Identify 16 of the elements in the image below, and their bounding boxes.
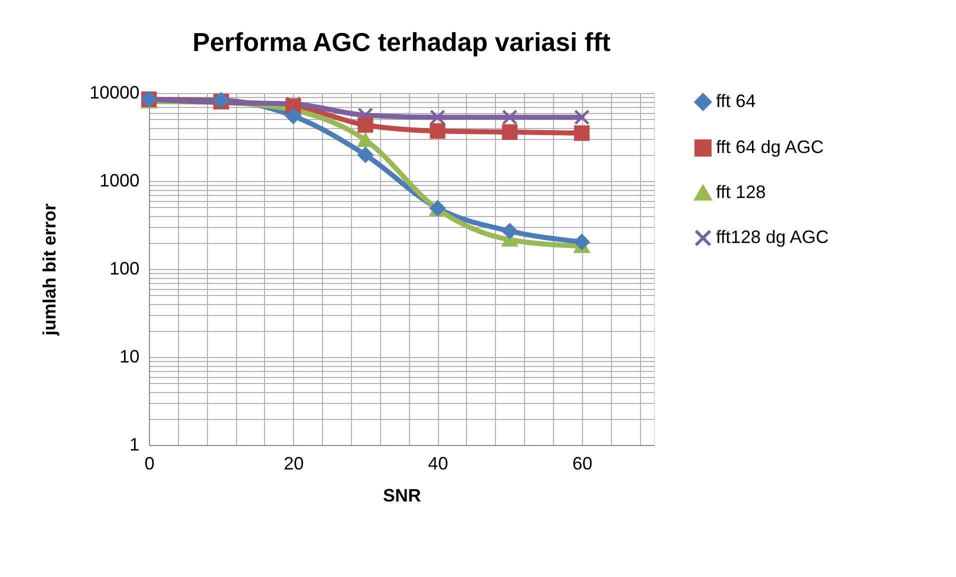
x-tick-label: 20 [284,454,304,474]
chart-title: Performa AGC terhadap variasi fft [192,27,611,57]
y-tick-label: 10000 [89,82,140,102]
y-tick-label: 100 [109,258,140,278]
legend-label: fft 64 dg AGC [716,137,824,157]
legend-label: fft 128 [716,182,766,202]
legend-label: fft128 dg AGC [716,227,829,247]
y-tick-label: 1000 [99,170,140,190]
y-axis-title: jumlah bit error [39,203,60,337]
y-tick-label: 1 [129,434,140,454]
x-axis-title: SNR [382,486,422,506]
x-tick-label: 0 [144,454,155,474]
legend-label: fft 64 [716,91,756,111]
x-tick-label: 60 [572,454,592,474]
y-tick-label: 10 [119,346,140,366]
x-tick-label: 40 [428,454,448,474]
